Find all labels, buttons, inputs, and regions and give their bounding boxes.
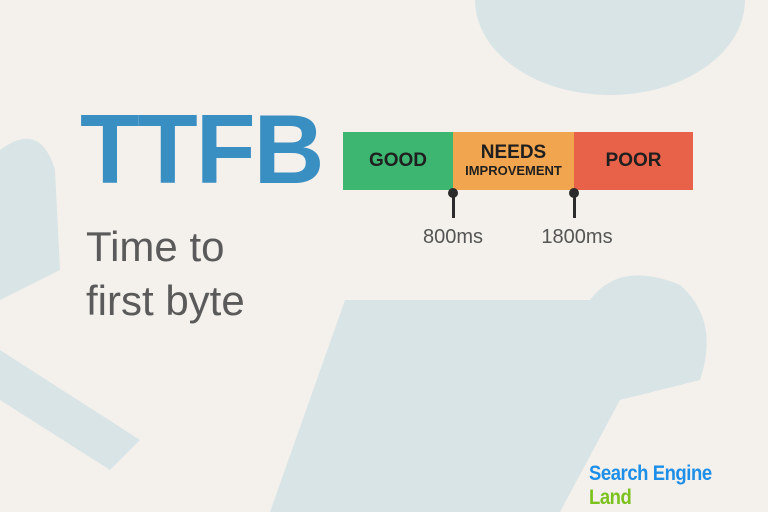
segment-good: GOOD bbox=[343, 132, 453, 190]
subtitle-line: first byte bbox=[86, 277, 245, 324]
segment-needs-improvement: NEEDS IMPROVEMENT bbox=[453, 132, 574, 190]
ttfb-scale-bar: GOOD NEEDS IMPROVEMENT POOR bbox=[343, 132, 693, 190]
segment-label: GOOD bbox=[368, 150, 428, 171]
threshold-label: 1800ms bbox=[541, 226, 613, 248]
logo-text: Search Engine bbox=[589, 462, 712, 485]
subtitle: Time to first byte bbox=[86, 220, 245, 328]
page-title: TTFB bbox=[80, 94, 324, 204]
subtitle-line: Time to bbox=[86, 223, 225, 270]
segment-label: NEEDS bbox=[480, 142, 547, 163]
threshold-label: 800ms bbox=[422, 226, 484, 248]
segment-sublabel: IMPROVEMENT bbox=[465, 163, 562, 178]
segment-label: POOR bbox=[605, 150, 662, 171]
threshold-marker bbox=[569, 188, 579, 218]
segment-poor: POOR bbox=[574, 132, 693, 190]
search-engine-land-logo: Search Engine Land bbox=[589, 462, 747, 510]
threshold-marker bbox=[448, 188, 458, 218]
logo-text: Land bbox=[589, 486, 632, 509]
